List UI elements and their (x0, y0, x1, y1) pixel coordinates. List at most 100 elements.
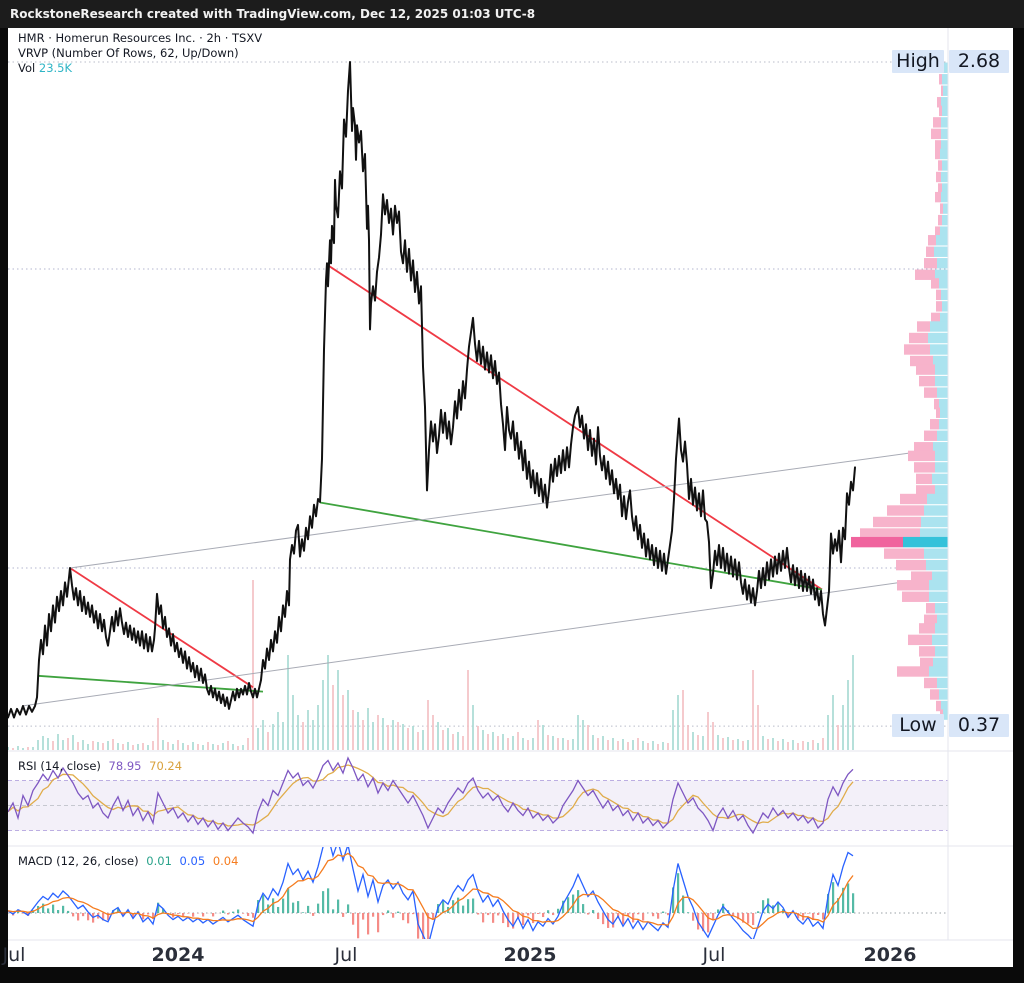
macd-hist-bar (777, 902, 780, 913)
macd-hist-bar (42, 903, 45, 913)
macd-hist-bar (757, 911, 760, 913)
watermark-text: RockstoneResearch created with TradingVi… (10, 7, 536, 21)
macd-hist-bar (852, 893, 855, 913)
macd-hist-bar (807, 913, 810, 914)
macd-hist-bar (642, 913, 645, 921)
macd-hist-bar (162, 908, 165, 913)
time-tick-label: 2025 (503, 944, 557, 966)
macd-hist-bar (552, 913, 555, 916)
price-pane (8, 61, 952, 750)
chart-canvas[interactable] (8, 28, 1013, 967)
macd-hist-bar (702, 913, 705, 932)
indicator-volume-row[interactable]: Vol 23.5K (18, 61, 262, 76)
price-line[interactable] (8, 61, 856, 719)
macd-hist-bar (272, 898, 275, 913)
macd-hist-bar (497, 913, 500, 916)
macd-hist-bar (822, 913, 825, 920)
macd-hist-bar (502, 913, 505, 924)
macd-hist-bar (402, 913, 405, 921)
macd-hist-bar (247, 913, 250, 916)
macd-hist-bar (157, 902, 160, 913)
macd-hist-bar (107, 913, 110, 921)
macd-hist-bar (182, 913, 185, 917)
macd-hist-bar (547, 910, 550, 913)
price-scale[interactable]: CAD 2.602.402.202.001.801.601.401.201.00… (948, 28, 1013, 940)
rsi-line (8, 756, 854, 835)
macd-hist-bar (77, 913, 80, 921)
rsi-value: 78.95 (108, 759, 142, 773)
volume-histogram (8, 580, 854, 750)
macd-hist-bar (632, 913, 635, 923)
macd-hist-bar (337, 899, 340, 913)
macd-hist-bar (147, 913, 150, 915)
time-tick-label: 2026 (863, 944, 917, 966)
symbol-title[interactable]: HMR · Homerun Resources Inc. · 2h · TSXV (18, 31, 263, 45)
macd-hist-bar (52, 904, 55, 913)
macd-hist-bar (637, 913, 640, 915)
time-tick-label: Jul (334, 944, 358, 966)
macd-hist-bar (177, 913, 180, 914)
macd-hist-bar (812, 913, 815, 921)
macd-hist-bar (187, 913, 190, 914)
macd-hist-bar (392, 913, 395, 918)
macd-hist-bar (82, 913, 85, 917)
macd-hist-bar (227, 913, 230, 915)
macd-hist-bar (797, 913, 800, 919)
high-chip-label: High (892, 50, 944, 73)
macd-hist-bar (742, 913, 745, 923)
macd-hist-bar (212, 913, 215, 917)
macd-value: 0.05 (179, 854, 206, 868)
macd-hist-bar (787, 913, 790, 918)
macd-hist-bar (687, 912, 690, 913)
macd-legend[interactable]: MACD (12, 26, close) 0.01 0.05 0.04 (18, 854, 238, 868)
macd-hist-bar (767, 898, 770, 913)
rsi-legend[interactable]: RSI (14, close) 78.95 70.24 (18, 759, 182, 773)
indicator-vrvp-row[interactable]: VRVP (Number Of Rows, 62, Up/Down) (18, 46, 239, 60)
macd-hist-bar (417, 913, 420, 939)
macd-hist-bar (442, 900, 445, 913)
macd-hist-bar (612, 913, 615, 928)
macd-hist-bar (237, 909, 240, 913)
macd-hist-bar (72, 913, 75, 917)
macd-hist-bar (22, 913, 25, 914)
rsi-ma-line (8, 764, 854, 827)
macd-hist-bar (367, 913, 370, 935)
macd-hist-bar (192, 913, 195, 917)
macd-hist-bar (352, 913, 355, 925)
low-chip-label: Low (892, 714, 944, 738)
green-trendline (37, 674, 264, 693)
macd-hist-bar (17, 911, 20, 913)
green-trendline (319, 501, 823, 591)
macd-hist-bar (827, 893, 830, 913)
macd-hist-bar (682, 895, 685, 913)
macd-hist-bar (317, 903, 320, 913)
red-trendline (69, 567, 254, 689)
macd-hist-bar (432, 913, 435, 920)
volume-label: Vol (18, 61, 36, 75)
macd-hist-bar (762, 900, 765, 913)
macd-pane (8, 847, 948, 939)
time-scale[interactable]: Jul 2024 Jul 2025 Jul 2026 (3, 940, 1013, 967)
macd-hist-bar (542, 913, 545, 918)
trendlines[interactable] (21, 263, 952, 707)
high-chip-value: 2.68 (949, 50, 1009, 73)
macd-hist-bar (252, 913, 255, 918)
macd-hist-bar (277, 906, 280, 913)
rsi-label: RSI (14, close) (18, 759, 101, 773)
macd-hist-bar (282, 898, 285, 913)
macd-hist-bar (627, 913, 630, 916)
macd-hist-bar (117, 908, 120, 913)
rsi-ma-value: 70.24 (149, 759, 183, 773)
macd-hist-bar (677, 873, 680, 913)
macd-hist-value: 0.01 (146, 854, 172, 868)
macd-hist-bar (597, 913, 600, 920)
macd-hist-bar (817, 913, 820, 915)
macd-hist-bar (102, 913, 105, 921)
macd-hist-bar (297, 901, 300, 913)
macd-hist-bar (412, 913, 415, 915)
macd-hist-bar (202, 913, 205, 917)
macd-hist-bar (562, 900, 565, 913)
time-tick-label: Jul (2, 944, 26, 966)
macd-hist-bar (482, 913, 485, 923)
